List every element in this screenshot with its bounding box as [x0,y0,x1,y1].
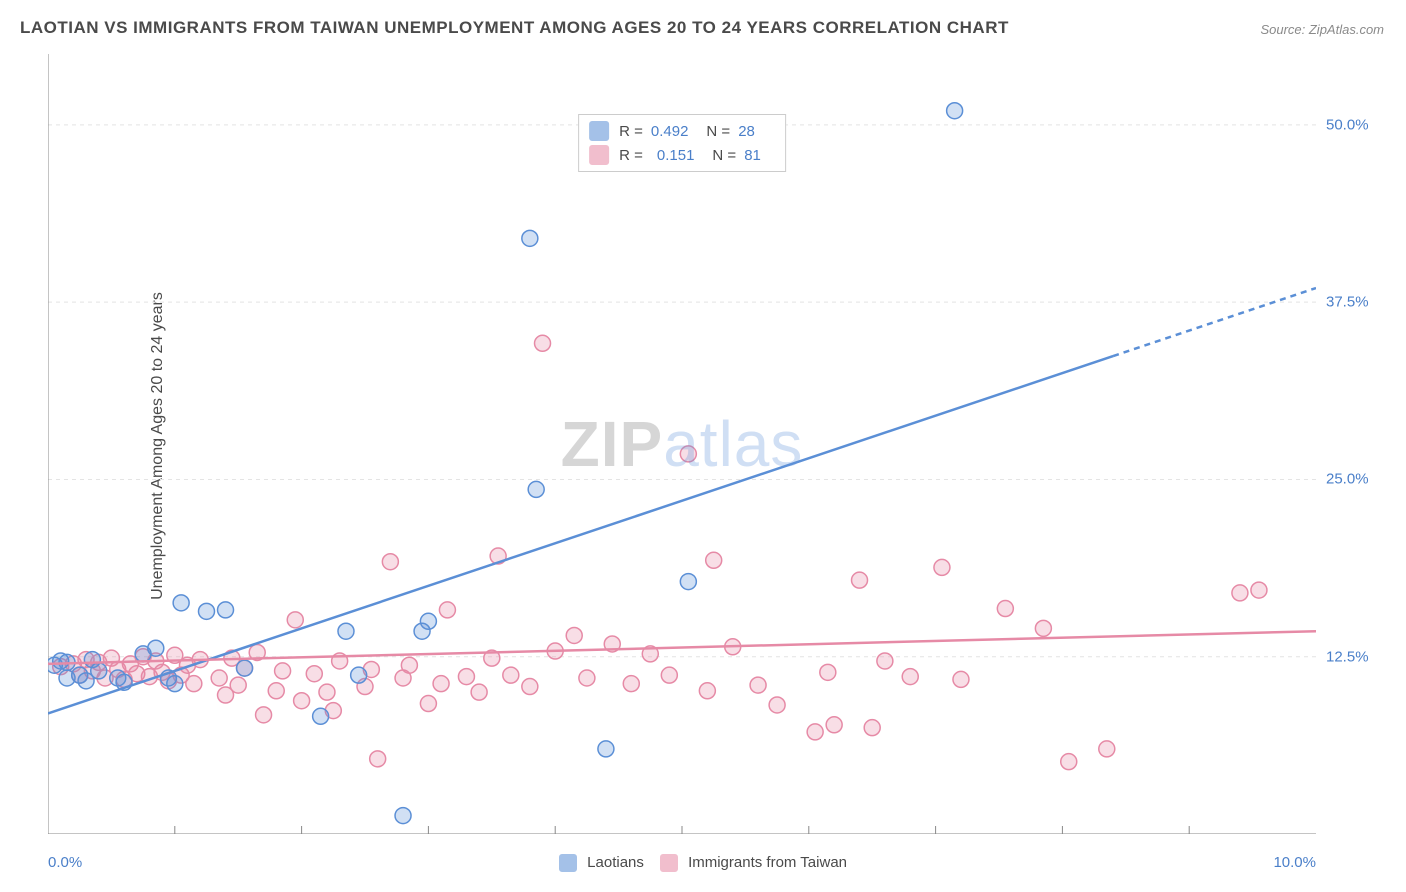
legend-item-0: Laotians [559,854,644,872]
legend-label: Laotians [587,854,644,871]
n-value: 28 [738,123,755,140]
r-label: R = [619,147,643,164]
legend-label: Immigrants from Taiwan [688,854,847,871]
chart-title: LAOTIAN VS IMMIGRANTS FROM TAIWAN UNEMPL… [20,18,1009,38]
y-tick-label: 37.5% [1326,294,1369,311]
r-value: 0.492 [651,123,689,140]
correlation-legend: R = 0.492 N = 28 R = 0.151 N = 81 [578,114,786,172]
n-value: 81 [744,147,761,164]
n-label: N = [712,147,736,164]
y-tick-label: 50.0% [1326,116,1369,133]
y-tick-label: 12.5% [1326,648,1369,665]
correlation-row-0: R = 0.492 N = 28 [589,119,775,143]
legend-item-1: Immigrants from Taiwan [660,854,847,872]
source-credit: Source: ZipAtlas.com [1260,22,1384,37]
y-tick-label: 25.0% [1326,471,1369,488]
swatch-icon [660,854,678,872]
swatch-icon [589,121,609,141]
n-label: N = [706,123,730,140]
r-value: 0.151 [657,147,695,164]
chart-area: ZIPatlas R = 0.492 N = 28 R = 0.151 N = … [48,54,1316,834]
correlation-row-1: R = 0.151 N = 81 [589,143,775,167]
r-label: R = [619,123,643,140]
x-tick-label: 10.0% [1273,854,1316,871]
swatch-icon [559,854,577,872]
swatch-icon [589,145,609,165]
x-tick-label: 0.0% [48,854,82,871]
series-legend: Laotians Immigrants from Taiwan [559,854,847,872]
y-axis-tick-labels: 12.5% 25.0% 37.5% 50.0% [1326,54,1396,834]
